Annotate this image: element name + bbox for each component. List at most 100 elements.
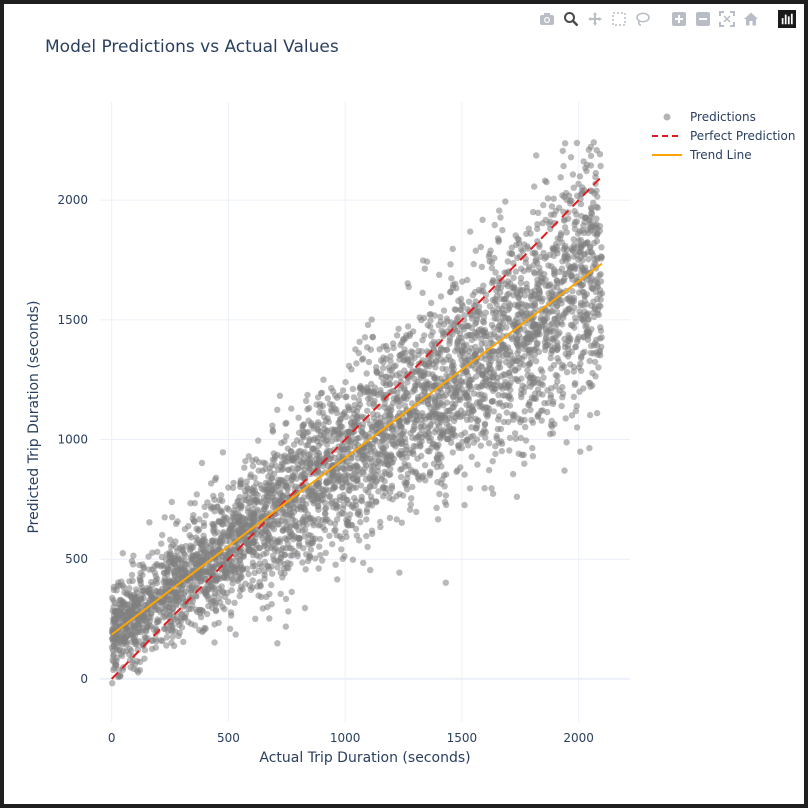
- data-point: [194, 559, 201, 566]
- data-point: [395, 398, 403, 405]
- data-point: [210, 526, 217, 533]
- data-point: [594, 204, 601, 211]
- data-point: [583, 301, 591, 308]
- data-point: [158, 562, 165, 569]
- data-point: [382, 451, 390, 458]
- data-point: [251, 538, 258, 545]
- data-point: [437, 293, 445, 300]
- data-point: [170, 642, 178, 649]
- pan-icon[interactable]: [586, 10, 604, 28]
- data-point: [131, 603, 138, 610]
- data-point: [458, 323, 465, 330]
- data-point: [250, 548, 258, 556]
- data-point: [522, 423, 529, 431]
- zoom-out-icon[interactable]: [694, 10, 712, 28]
- data-point: [118, 635, 125, 642]
- data-point: [283, 483, 290, 490]
- data-point: [309, 496, 317, 504]
- data-point: [363, 451, 370, 458]
- data-point: [146, 519, 153, 526]
- data-point: [317, 535, 324, 543]
- data-point: [543, 178, 550, 186]
- data-point: [563, 196, 570, 203]
- data-point: [403, 418, 411, 426]
- data-point: [395, 403, 403, 410]
- lasso-icon[interactable]: [634, 10, 652, 28]
- data-point: [350, 465, 357, 473]
- data-point: [338, 423, 346, 431]
- data-point: [542, 308, 550, 316]
- data-point: [320, 376, 327, 383]
- zoom-icon[interactable]: [562, 10, 580, 28]
- data-point: [202, 625, 209, 632]
- data-point: [318, 389, 326, 396]
- legend-label[interactable]: Predictions: [690, 110, 756, 124]
- data-point: [340, 410, 348, 417]
- data-point: [444, 416, 451, 424]
- data-point: [561, 335, 568, 343]
- data-point: [573, 402, 580, 410]
- data-point: [554, 246, 561, 254]
- data-point: [527, 230, 534, 237]
- data-point: [548, 203, 556, 210]
- data-point: [595, 364, 602, 371]
- data-point: [182, 542, 190, 550]
- data-point: [580, 158, 587, 165]
- data-point: [594, 193, 601, 200]
- data-point: [534, 376, 541, 383]
- data-point: [588, 326, 595, 333]
- data-point: [294, 552, 301, 560]
- data-point: [470, 260, 477, 268]
- data-point: [279, 527, 286, 534]
- data-point: [212, 599, 219, 606]
- data-point: [396, 490, 403, 498]
- legend-label[interactable]: Trend Line: [689, 148, 752, 162]
- data-point: [214, 503, 221, 510]
- data-point: [323, 504, 330, 512]
- data-point: [355, 397, 363, 404]
- data-point: [569, 247, 576, 254]
- data-point: [418, 421, 425, 428]
- data-point: [285, 608, 292, 615]
- home-icon[interactable]: [742, 10, 760, 28]
- data-point: [577, 236, 585, 244]
- data-point: [264, 536, 271, 543]
- data-point: [550, 195, 557, 202]
- scatter-plot[interactable]: 0 500 1000 1500 2000 0 500 1000 1500 2000 Actual T…: [4, 4, 804, 804]
- data-point: [504, 278, 512, 285]
- data-point: [441, 331, 448, 338]
- data-point: [448, 275, 455, 282]
- data-point: [297, 439, 304, 446]
- data-point: [374, 467, 382, 475]
- data-point: [550, 336, 557, 344]
- camera-icon[interactable]: [538, 10, 556, 28]
- data-point: [449, 449, 456, 456]
- data-point: [477, 243, 484, 251]
- data-point: [325, 487, 332, 494]
- data-point: [419, 289, 426, 296]
- data-point: [379, 437, 386, 445]
- data-point: [365, 395, 372, 402]
- data-point: [249, 462, 257, 470]
- data-point: [427, 317, 434, 324]
- data-point: [110, 666, 117, 673]
- data-point: [315, 434, 322, 441]
- data-point: [504, 344, 512, 351]
- data-point: [486, 362, 493, 369]
- data-point: [577, 360, 584, 367]
- data-point: [591, 358, 599, 366]
- data-point: [429, 328, 436, 336]
- data-point: [412, 382, 419, 389]
- legend-label[interactable]: Perfect Prediction: [690, 129, 795, 143]
- plotly-logo-icon[interactable]: [778, 10, 796, 28]
- autoscale-icon[interactable]: [718, 10, 736, 28]
- data-point: [500, 309, 507, 317]
- data-point: [174, 518, 181, 525]
- legend-marker-predictions[interactable]: [663, 113, 671, 121]
- data-point: [338, 535, 345, 542]
- box-select-icon[interactable]: [610, 10, 628, 28]
- data-point: [412, 341, 419, 348]
- data-point: [454, 344, 461, 351]
- predictions-points[interactable]: [108, 139, 606, 687]
- zoom-in-icon[interactable]: [670, 10, 688, 28]
